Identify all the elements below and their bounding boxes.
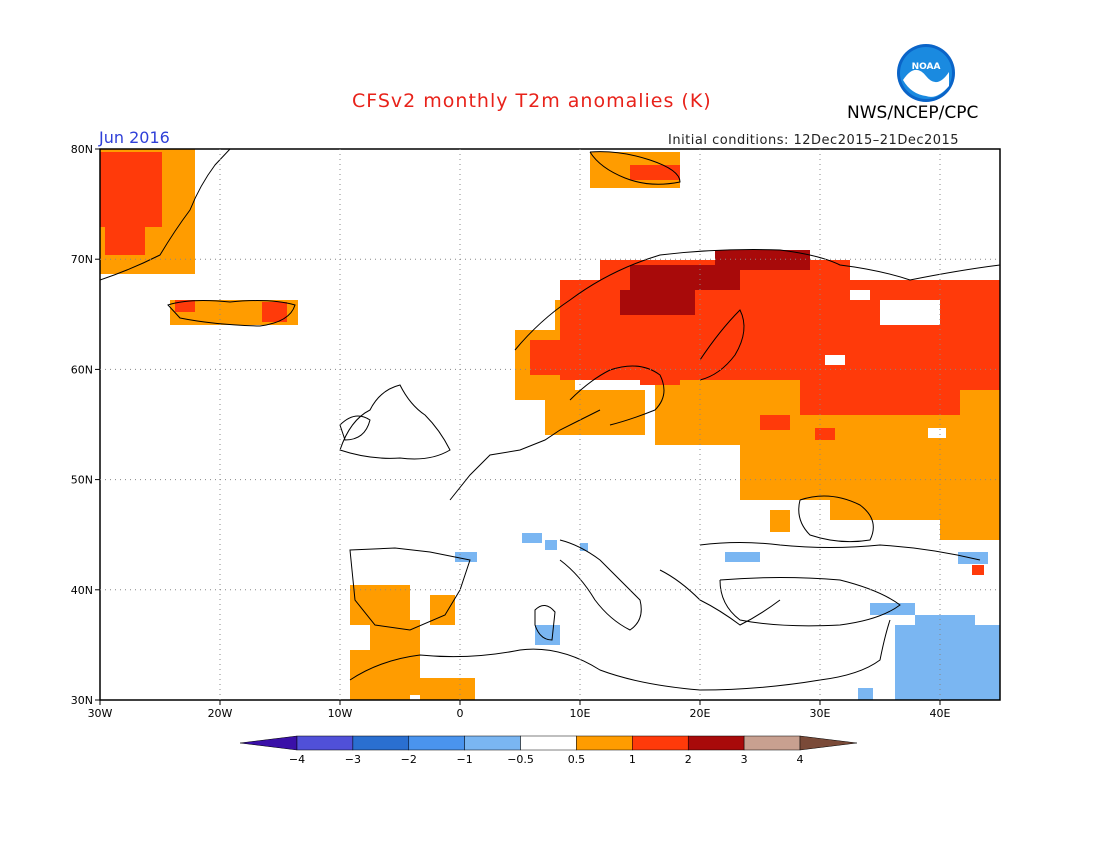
- anomaly-cells-neg-0-5-to-neg-1: [455, 533, 1000, 700]
- colorbar-label: 3: [741, 753, 748, 766]
- colorbar-label: 4: [797, 753, 804, 766]
- colorbar-label: −0.5: [507, 753, 534, 766]
- noaa-logo-text: NOAA: [912, 62, 941, 72]
- colorbar-segment: [632, 735, 689, 751]
- lat-label: 30N: [71, 694, 93, 707]
- lat-label: 80N: [71, 143, 93, 156]
- colorbar-min-arrow: [239, 735, 298, 751]
- forecast-month: Jun 2016: [99, 128, 170, 147]
- map-frame: [99, 148, 1001, 701]
- colorbar-segment: [576, 735, 633, 751]
- colorbar-labels: −4 −3 −2 −1 −0.5 0.5 1 2 3 4: [289, 753, 804, 766]
- org-label: NWS/NCEP/CPC: [847, 103, 979, 123]
- lon-label: 30W: [88, 707, 113, 720]
- anomaly-fill-layer: [100, 149, 1000, 700]
- lat-label: 70N: [71, 253, 93, 266]
- lon-label: 10W: [328, 707, 353, 720]
- lon-label: 10E: [570, 707, 591, 720]
- lat-label: 40N: [71, 584, 93, 597]
- lat-label: 50N: [71, 474, 93, 487]
- map-title: CFSv2 monthly T2m anomalies (K): [352, 90, 712, 112]
- colorbar-label: 2: [685, 753, 692, 766]
- graticule: [95, 148, 1000, 705]
- colorbar-segment: [743, 735, 801, 751]
- anomaly-cells-0-5-to-1: [100, 149, 1000, 700]
- coastlines: [100, 149, 1000, 691]
- latitude-labels: 80N 70N 60N 50N 40N 30N: [71, 143, 93, 707]
- colorbar-label: 0.5: [568, 753, 586, 766]
- lat-label: 60N: [71, 363, 93, 376]
- colorbar-label: −4: [289, 753, 305, 766]
- initial-conditions: Initial conditions: 12Dec2015–21Dec2015: [668, 133, 960, 148]
- lon-label: 40E: [930, 707, 951, 720]
- colorbar-segment: [464, 735, 521, 751]
- colorbar-segment: [352, 735, 410, 751]
- colorbar-label: −1: [457, 753, 473, 766]
- colorbar-segment: [296, 735, 354, 751]
- colorbar-segment: [687, 735, 745, 751]
- lon-label: 20W: [208, 707, 233, 720]
- anomaly-white-holes: [825, 290, 946, 438]
- noaa-logo: NOAA: [895, 42, 957, 108]
- colorbar-label: −2: [401, 753, 417, 766]
- lon-label: 20E: [690, 707, 711, 720]
- colorbar-label: 1: [629, 753, 636, 766]
- colorbar-max-arrow: [799, 735, 858, 751]
- colorbar: [239, 735, 858, 751]
- colorbar-label: −3: [345, 753, 361, 766]
- longitude-labels: 30W 20W 10W 0 10E 20E 30E 40E: [88, 707, 951, 720]
- lon-label: 30E: [810, 707, 831, 720]
- lon-label: 0: [457, 707, 464, 720]
- colorbar-segment: [408, 735, 465, 751]
- anomaly-cells-2-to-3: [620, 250, 810, 315]
- anomaly-cells-1-to-2: [100, 152, 1000, 575]
- colorbar-segment: [520, 735, 577, 751]
